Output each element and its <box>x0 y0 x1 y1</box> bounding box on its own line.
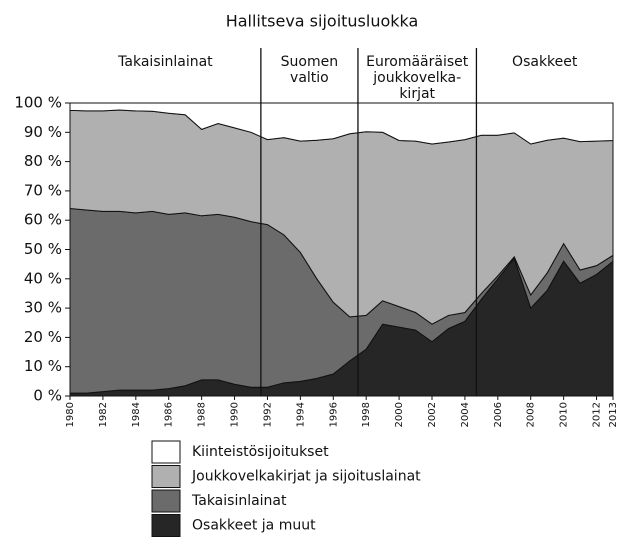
y-tick-label: 60 % <box>24 211 62 229</box>
legend-label: Osakkeet ja muut <box>192 518 316 534</box>
x-tick-label: 2012 <box>592 402 603 427</box>
period-label: Euromääräiset <box>366 54 469 70</box>
y-tick-label: 90 % <box>24 123 62 141</box>
y-tick-label: 30 % <box>24 299 62 317</box>
x-tick-label: 2013 <box>608 402 619 427</box>
x-tick-label: 1998 <box>361 402 372 427</box>
y-tick-label: 40 % <box>24 269 62 287</box>
x-tick-label: 1980 <box>65 402 76 427</box>
y-tick-label: 10 % <box>24 357 62 375</box>
x-tick-label: 1990 <box>230 402 241 427</box>
period-label: kirjat <box>399 86 435 102</box>
x-tick-label: 2004 <box>460 402 471 427</box>
x-tick-label: 1992 <box>262 402 273 427</box>
period-label: valtio <box>290 70 329 86</box>
period-label: joukkovelka- <box>372 70 461 86</box>
y-tick-label: 20 % <box>24 328 62 346</box>
legend-label: Takaisinlainat <box>191 493 287 509</box>
y-tick-label: 80 % <box>24 152 62 170</box>
legend-swatch <box>151 514 181 537</box>
legend-label: Kiinteistösijoitukset <box>192 444 329 460</box>
area <box>69 102 614 145</box>
x-tick-label: 2002 <box>427 402 438 427</box>
x-tick-label: 1982 <box>98 402 109 427</box>
y-tick-label: 0 % <box>33 387 62 405</box>
x-tick-label: 2000 <box>394 402 405 427</box>
y-tick-label: 70 % <box>24 181 62 199</box>
x-tick-label: 1988 <box>197 402 208 427</box>
chart-title: Hallitseva sijoitusluokka <box>226 12 419 31</box>
x-tick-label: 1994 <box>295 402 306 427</box>
x-tick-label: 2008 <box>526 402 537 427</box>
legend-label: Joukkovelkakirjat ja sijoituslainat <box>191 469 421 485</box>
x-tick-label: 1986 <box>164 402 175 427</box>
legend-swatch <box>151 489 181 513</box>
y-tick-label: 100 % <box>14 94 62 112</box>
legend-swatch <box>151 440 181 464</box>
period-label: Suomen <box>281 54 338 70</box>
x-tick-label: 1996 <box>328 402 339 427</box>
x-tick-label: 1984 <box>131 402 142 427</box>
y-tick-label: 50 % <box>24 240 62 258</box>
legend-swatch <box>151 465 181 488</box>
x-tick-label: 2006 <box>493 402 504 427</box>
x-tick-label: 2010 <box>559 402 570 427</box>
period-label: Takaisinlainat <box>117 54 213 70</box>
period-label: Osakkeet <box>512 54 578 70</box>
